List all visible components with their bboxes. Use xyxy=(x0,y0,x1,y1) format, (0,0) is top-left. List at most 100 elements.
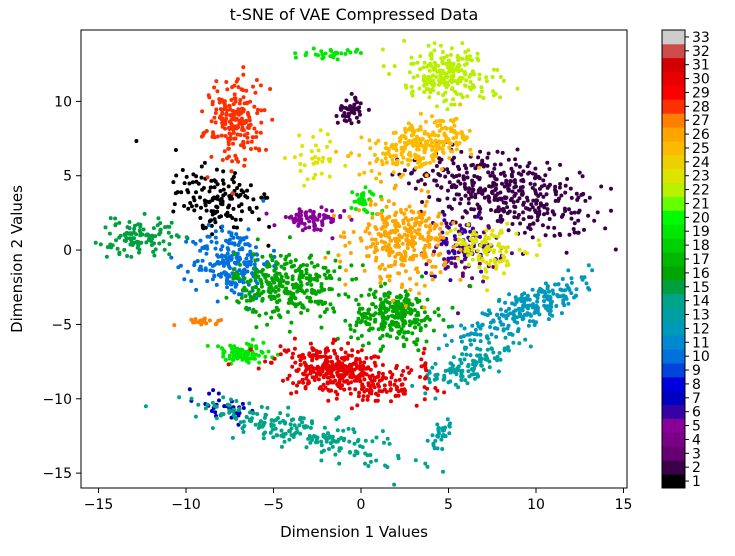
data-point-class-1 xyxy=(250,210,255,215)
data-point-class-10 xyxy=(185,269,190,274)
data-point-class-12 xyxy=(468,338,473,343)
data-point-class-26 xyxy=(380,217,385,222)
data-point-class-10 xyxy=(191,239,196,244)
data-point-class-14 xyxy=(196,402,201,407)
data-point-class-13 xyxy=(511,340,516,345)
data-point-class-28 xyxy=(252,126,257,131)
data-point-class-13 xyxy=(498,357,503,362)
data-point-class-1 xyxy=(221,187,226,192)
data-point-class-2 xyxy=(463,209,468,214)
data-point-class-23 xyxy=(471,229,476,234)
data-point-class-2 xyxy=(346,107,350,112)
data-point-class-25 xyxy=(458,102,463,107)
data-point-class-15 xyxy=(129,241,134,246)
data-point-class-22 xyxy=(471,83,475,88)
data-point-class-25 xyxy=(400,160,404,165)
data-point-class-10 xyxy=(205,279,210,284)
colorbar-tick-label: 27 xyxy=(692,113,710,129)
data-point-class-2 xyxy=(343,114,348,119)
data-point-class-16 xyxy=(393,304,398,309)
data-point-class-15 xyxy=(153,247,158,252)
data-point-class-22 xyxy=(465,94,470,99)
data-point-class-16 xyxy=(402,330,407,335)
data-point-class-15 xyxy=(108,216,113,221)
data-point-class-4 xyxy=(319,205,324,210)
data-point-class-2 xyxy=(505,205,510,210)
data-point-class-2 xyxy=(552,225,557,230)
data-point-class-12 xyxy=(515,315,519,320)
data-point-class-2 xyxy=(530,235,535,240)
data-point-class-16 xyxy=(255,274,260,279)
data-point-class-2 xyxy=(433,178,438,183)
data-point-class-22 xyxy=(432,41,437,46)
data-point-class-4 xyxy=(311,210,316,214)
data-point-class-23 xyxy=(495,234,500,239)
data-point-class-14 xyxy=(392,482,397,487)
data-point-class-19 xyxy=(311,46,316,51)
data-point-class-2 xyxy=(518,221,523,226)
data-point-class-19 xyxy=(266,349,271,354)
data-point-class-26 xyxy=(398,234,403,239)
data-point-class-23 xyxy=(305,177,310,182)
data-point-class-26 xyxy=(368,244,373,249)
data-point-class-14 xyxy=(294,426,299,431)
data-point-class-30 xyxy=(301,380,306,385)
data-point-class-15 xyxy=(134,232,139,237)
data-point-class-26 xyxy=(382,267,387,272)
data-point-class-10 xyxy=(198,238,203,243)
data-point-class-14 xyxy=(289,418,294,422)
data-point-class-23 xyxy=(470,247,475,252)
data-point-class-28 xyxy=(241,109,245,114)
data-point-class-14 xyxy=(249,419,254,424)
data-point-class-16 xyxy=(273,273,278,278)
data-point-class-28 xyxy=(268,87,273,91)
data-point-class-12 xyxy=(517,311,522,316)
data-point-class-26 xyxy=(414,282,419,287)
data-point-class-2 xyxy=(528,227,533,232)
data-point-class-30 xyxy=(333,338,338,343)
data-point-class-12 xyxy=(559,294,564,299)
data-point-class-14 xyxy=(352,441,357,446)
data-point-class-23 xyxy=(465,245,470,250)
data-point-class-4 xyxy=(287,215,292,220)
data-point-class-2 xyxy=(413,186,418,191)
data-point-class-10 xyxy=(254,245,258,250)
data-point-class-25 xyxy=(407,150,412,155)
data-point-class-16 xyxy=(416,322,421,327)
data-point-class-4 xyxy=(342,208,347,213)
data-point-class-25 xyxy=(459,130,464,135)
data-point-class-16 xyxy=(336,293,341,297)
data-point-class-12 xyxy=(545,284,550,289)
data-point-class-14 xyxy=(292,423,297,428)
data-point-class-16 xyxy=(297,266,302,271)
data-point-class-22 xyxy=(457,55,461,60)
data-point-class-16 xyxy=(402,312,407,317)
data-point-class-2 xyxy=(500,181,504,186)
data-point-class-2 xyxy=(492,174,496,179)
data-point-class-14 xyxy=(214,404,219,409)
data-point-class-30 xyxy=(335,356,340,361)
data-point-class-14 xyxy=(256,425,261,430)
data-point-class-10 xyxy=(250,271,255,276)
y-tick-label: −5 xyxy=(51,317,72,333)
data-point-class-12 xyxy=(556,282,561,287)
data-point-class-14 xyxy=(339,436,344,440)
data-point-class-2 xyxy=(358,112,362,117)
data-point-class-14 xyxy=(319,450,324,455)
data-point-class-26 xyxy=(430,277,435,282)
data-point-class-14 xyxy=(314,440,318,445)
data-point-class-26 xyxy=(378,280,383,285)
y-tick-label: −15 xyxy=(42,466,72,482)
data-point-class-28 xyxy=(225,87,230,92)
data-point-class-16 xyxy=(333,258,338,263)
data-point-class-10 xyxy=(220,224,225,229)
data-point-class-5 xyxy=(452,234,457,239)
colorbar-tick-label: 22 xyxy=(692,183,710,199)
data-point-class-26 xyxy=(380,245,385,250)
data-point-class-19 xyxy=(328,54,333,59)
data-point-class-25 xyxy=(437,145,442,150)
data-point-class-10 xyxy=(225,246,230,251)
data-point-class-12 xyxy=(522,313,527,317)
data-point-class-19 xyxy=(345,48,350,53)
